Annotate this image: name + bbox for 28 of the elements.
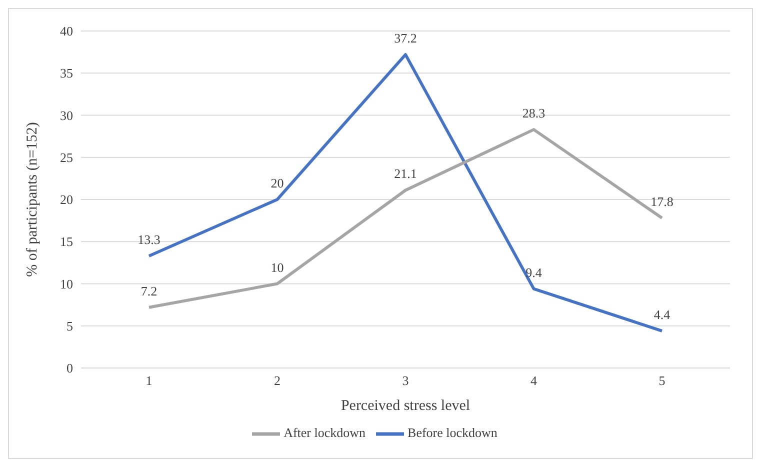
y-tick-label: 25 (60, 150, 73, 165)
y-tick-label: 30 (60, 108, 73, 123)
x-tick-label: 5 (658, 373, 666, 388)
x-tick-label: 3 (402, 373, 409, 388)
x-tick-label: 2 (274, 373, 280, 388)
data-label: 17.8 (650, 194, 674, 210)
legend-label: After lockdown (284, 424, 366, 440)
data-label: 28.3 (522, 106, 546, 121)
y-tick-label: 15 (60, 234, 73, 250)
data-label: 13.3 (138, 232, 160, 247)
y-axis-title: % of participants (n=152) (24, 122, 40, 277)
data-label: 9.4 (526, 264, 542, 280)
y-tick-label: 35 (60, 66, 73, 81)
x-axis-title: Perceived stress level (340, 398, 470, 414)
data-label: 4.4 (654, 306, 671, 322)
data-label: 21.1 (394, 166, 417, 182)
data-label: 37.2 (394, 30, 417, 46)
y-tick-label: 5 (66, 318, 73, 334)
y-tick-label: 10 (60, 276, 73, 292)
legend-label: Before lockdown (408, 424, 498, 440)
x-tick-label: 4 (530, 373, 538, 388)
y-tick-label: 0 (66, 360, 73, 376)
data-label: 20 (270, 176, 284, 190)
y-tick-label: 20 (60, 192, 73, 208)
y-tick-label: 40 (60, 24, 73, 39)
x-tick-label: 1 (146, 373, 152, 388)
data-label: 7.2 (140, 283, 158, 298)
data-label: 10 (270, 260, 284, 275)
